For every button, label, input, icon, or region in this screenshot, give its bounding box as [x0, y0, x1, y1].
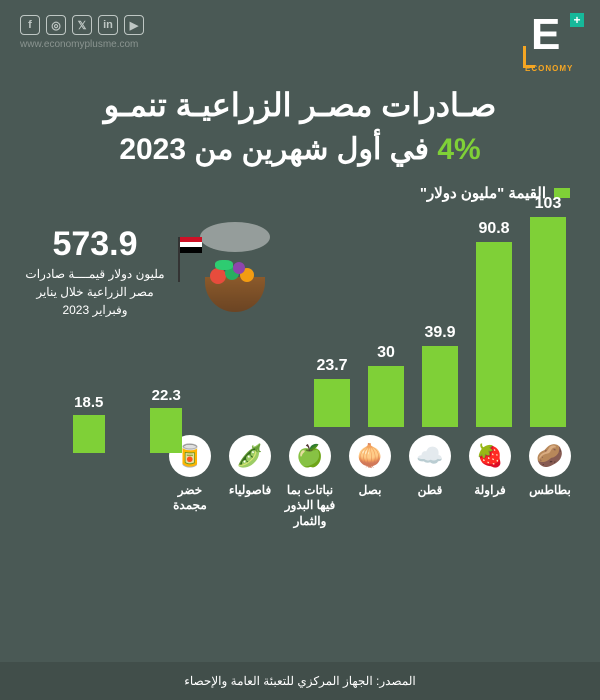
bar-value: 30: [377, 344, 395, 362]
summary-value: 573.9: [20, 227, 170, 261]
category-label: فراولة: [474, 483, 506, 499]
headline-pct: 4%: [437, 133, 480, 166]
category-icon: ☁️: [409, 435, 451, 477]
category-item: 🧅 بصل: [344, 435, 396, 530]
summary-block: 573.9 مليون دولار قيمــــة صادرات مصر ال…: [20, 217, 170, 319]
egypt-flag-icon: [180, 237, 202, 253]
bar-1: 90.8: [472, 220, 516, 427]
logo-plus-icon: +: [570, 13, 584, 27]
category-label: خضر مجمدة: [164, 483, 216, 514]
category-label: بطاطس: [529, 483, 571, 499]
bar-rect: [476, 242, 512, 427]
summary-text: مليون دولار قيمــــة صادرات مصر الزراعية…: [20, 265, 170, 319]
linkedin-icon: in: [98, 15, 118, 35]
bar-value: 22.3: [152, 387, 181, 404]
category-item: 🍏 نباتات بما فيها البذور والثمار: [284, 435, 336, 530]
bar-value: 103: [535, 195, 562, 213]
bar-4: 23.7: [310, 357, 354, 427]
bar-chart: 103 90.8 39.9 30 23.7: [300, 177, 580, 427]
source-line: المصدر: الجهاز المركزي للتعبئة العامة وا…: [0, 662, 600, 700]
bar-value: 90.8: [478, 220, 509, 238]
bar-rect: [314, 379, 350, 427]
basket-illustration: [185, 222, 285, 322]
instagram-icon: ◎: [46, 15, 66, 35]
facebook-icon: f: [20, 15, 40, 35]
bar-6: 18.5: [69, 394, 109, 453]
category-icon: 🍏: [289, 435, 331, 477]
headline: صـادرات مصـر الزراعيـة تنمـو 4% في أول ش…: [0, 75, 600, 172]
youtube-icon: ▶: [124, 15, 144, 35]
category-item: 🍓 فراولة: [464, 435, 516, 530]
bar-rect: [73, 415, 105, 453]
headline-line1: صـادرات مصـر الزراعيـة تنمـو: [25, 85, 575, 127]
bar-rect: [422, 346, 458, 427]
bar-2: 39.9: [418, 324, 462, 427]
twitter-icon: 𝕏: [72, 15, 92, 35]
logo-subtitle: ECONOMY: [525, 64, 573, 73]
category-label: قطن: [418, 483, 443, 499]
bar-rect: [368, 366, 404, 427]
category-icon: 🫛: [229, 435, 271, 477]
bar-rect: [530, 217, 566, 427]
category-icon: 🧅: [349, 435, 391, 477]
category-item: ☁️ قطن: [404, 435, 456, 530]
website-url: www.economyplusme.com: [20, 39, 144, 50]
header: E + ECONOMY f ◎ 𝕏 in ▶ www.economyplusme…: [0, 0, 600, 75]
headline-line2: 4% في أول شهرين من 2023: [25, 132, 575, 167]
logo-letter: E: [531, 10, 560, 60]
category-icon: 🍓: [469, 435, 511, 477]
logo: E + ECONOMY: [525, 15, 580, 70]
headline-line2-rest: في أول شهرين من 2023: [119, 133, 437, 166]
bar-value: 23.7: [316, 357, 347, 375]
category-item: 🥔 بطاطس: [524, 435, 576, 530]
category-label: بصل: [359, 483, 382, 499]
small-bars: 22.3 18.5: [50, 383, 205, 453]
bar-5: 22.3: [146, 387, 186, 453]
bar-value: 18.5: [74, 394, 103, 411]
category-icons: 🥔 بطاطس 🍓 فراولة ☁️ قطن 🧅 بصل 🍏 نباتات بما فيها ا…: [160, 435, 580, 530]
social-block: f ◎ 𝕏 in ▶ www.economyplusme.com: [20, 15, 144, 50]
category-label: نباتات بما فيها البذور والثمار: [284, 483, 336, 530]
bar-0: 103: [526, 195, 570, 427]
category-icon: 🥔: [529, 435, 571, 477]
bar-rect: [150, 408, 182, 453]
bar-3: 30: [364, 344, 408, 427]
category-item: 🫛 فاصولياء: [224, 435, 276, 530]
bar-value: 39.9: [424, 324, 455, 342]
category-label: فاصولياء: [229, 483, 271, 499]
